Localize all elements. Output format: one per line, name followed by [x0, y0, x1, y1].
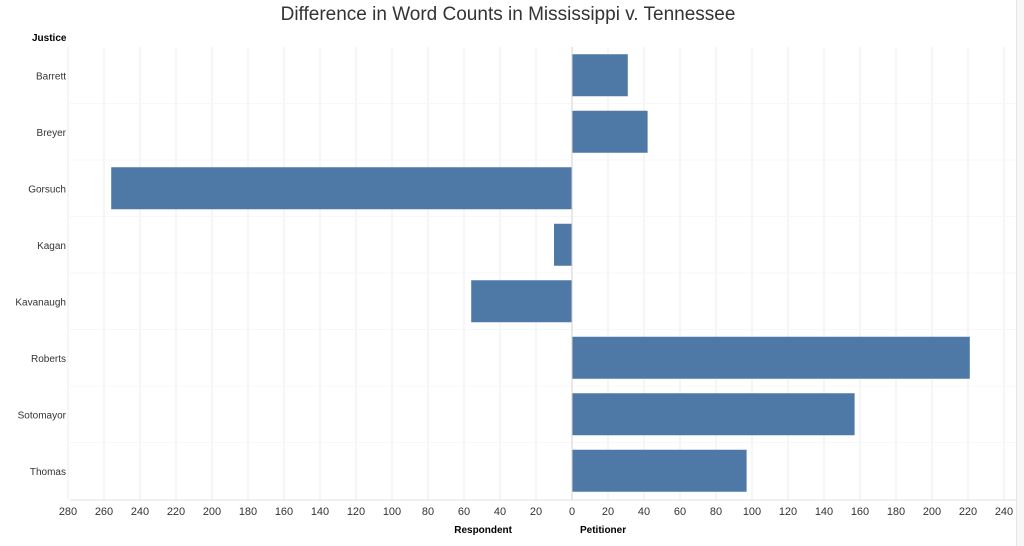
row-header: Justice: [32, 33, 67, 44]
x-tick-label: 240: [995, 506, 1013, 518]
bar-sotomayor: [572, 393, 855, 436]
x-tick-label: 0: [569, 506, 575, 518]
x-axis-label-petitioner: Petitioner: [580, 525, 626, 536]
x-tick-label: 60: [458, 506, 470, 518]
x-tick-label: 260: [95, 506, 113, 518]
x-tick-label: 180: [239, 506, 257, 518]
x-tick-label: 200: [923, 506, 941, 518]
x-tick-label: 40: [494, 506, 506, 518]
x-tick-label: 160: [851, 506, 869, 518]
x-tick-label: 140: [815, 506, 833, 518]
x-tick-label: 120: [347, 506, 365, 518]
x-tick-label: 160: [275, 506, 293, 518]
x-tick-label: 20: [602, 506, 614, 518]
x-tick-label: 200: [203, 506, 221, 518]
x-tick-label: 240: [131, 506, 149, 518]
x-tick-label: 140: [311, 506, 329, 518]
x-axis-label-respondent: Respondent: [454, 525, 512, 536]
x-tick-label: 40: [638, 506, 650, 518]
bar-gorsuch: [111, 167, 572, 210]
bar-breyer: [572, 110, 648, 153]
x-tick-label: 80: [422, 506, 434, 518]
x-tick-label: 120: [779, 506, 797, 518]
x-tick-label: 100: [743, 506, 761, 518]
bar-thomas: [572, 449, 747, 492]
x-tick-label: 20: [530, 506, 542, 518]
category-label: Kavanaugh: [15, 297, 66, 308]
x-tick-label: 60: [674, 506, 686, 518]
x-tick-label: 220: [959, 506, 977, 518]
category-label: Thomas: [30, 467, 66, 478]
x-tick-label: 100: [383, 506, 401, 518]
category-label: Sotomayor: [18, 410, 67, 421]
x-tick-label: 80: [710, 506, 722, 518]
chart-title: Difference in Word Counts in Mississippi…: [280, 4, 736, 25]
category-label: Barrett: [36, 71, 66, 82]
category-label: Breyer: [37, 128, 67, 139]
x-tick-label: 180: [887, 506, 905, 518]
x-tick-label: 220: [167, 506, 185, 518]
x-tick-label: 280: [59, 506, 77, 518]
category-label: Gorsuch: [28, 184, 66, 195]
category-label: Kagan: [37, 241, 66, 252]
bar-kavanaugh: [471, 280, 572, 323]
bar-barrett: [572, 54, 628, 97]
category-label: Roberts: [31, 354, 66, 365]
bar-roberts: [572, 336, 970, 379]
scrollbar-gutter: [1016, 0, 1024, 546]
bar-kagan: [554, 223, 572, 266]
